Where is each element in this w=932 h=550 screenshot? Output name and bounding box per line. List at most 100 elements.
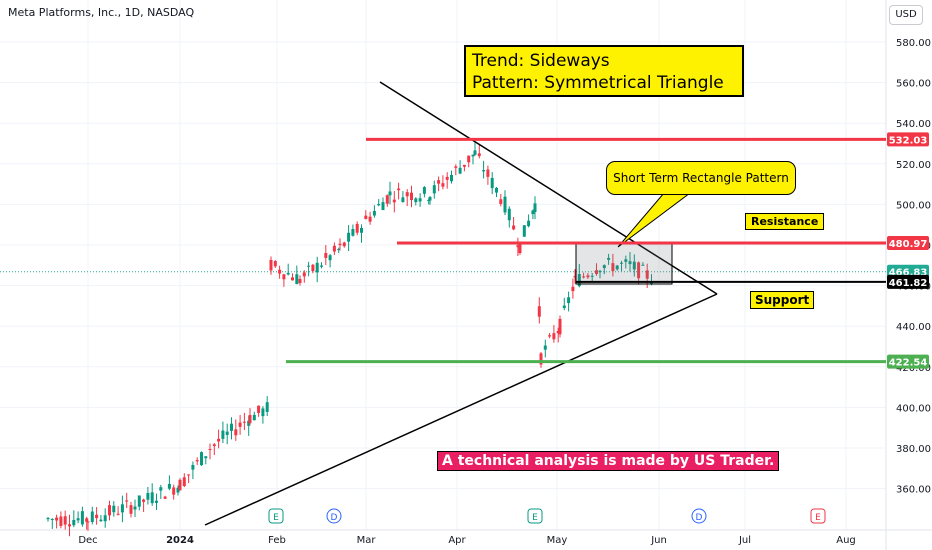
candle-body <box>137 495 141 507</box>
candle-body <box>320 265 323 267</box>
candle-body <box>261 408 265 417</box>
candle-body <box>273 261 277 267</box>
triangle-upper-line <box>379 81 718 295</box>
candle-body <box>418 198 422 202</box>
candle-body <box>582 276 586 278</box>
candle-body <box>302 272 306 277</box>
candle-body <box>86 521 90 523</box>
candle-body <box>230 423 233 431</box>
price-tag <box>887 354 929 369</box>
earnings-marker-icon[interactable] <box>527 508 543 524</box>
candle-body <box>490 177 494 189</box>
rectangle-callout: Short Term Rectangle Pattern <box>606 161 796 195</box>
candle-body <box>405 192 409 197</box>
candle-body <box>637 262 641 279</box>
time-axis-label: Apr <box>448 535 466 546</box>
candle-body <box>63 516 67 525</box>
price-tag-label: 466.83 <box>889 268 928 279</box>
candle-body <box>217 438 221 442</box>
event-marker-label: E <box>815 513 821 523</box>
candle-body <box>611 263 615 272</box>
candle-body <box>311 264 315 272</box>
dividend-marker-icon[interactable] <box>691 508 707 524</box>
candle-body <box>531 210 535 215</box>
candle-body <box>112 505 116 513</box>
candle-body <box>76 518 80 521</box>
candle-body <box>221 430 225 439</box>
candle-body <box>167 483 171 489</box>
candle-body <box>507 208 511 221</box>
candle-body <box>537 306 541 317</box>
candle-body <box>163 496 167 499</box>
candle-body <box>650 282 653 285</box>
candle-body <box>247 420 251 426</box>
candle-body <box>615 265 619 270</box>
candle-body <box>397 188 401 191</box>
event-marker-label: E <box>532 513 538 523</box>
candle-body <box>401 197 405 203</box>
candle-body <box>368 216 372 222</box>
symbol-title: Meta Platforms, Inc., 1D, NASDAQ <box>8 6 195 19</box>
candle-body <box>422 187 426 194</box>
candle-body <box>445 176 449 180</box>
candle-body <box>95 514 99 519</box>
candle-body <box>133 506 137 510</box>
candle-body <box>80 511 84 525</box>
candle-body <box>332 245 336 252</box>
candle-body <box>527 220 531 227</box>
candle-body <box>598 270 602 273</box>
dividend-marker-icon[interactable] <box>326 508 342 524</box>
candle-body <box>450 174 453 182</box>
candle-body <box>533 203 537 213</box>
event-marker-label: D <box>331 513 338 523</box>
candle-body <box>437 180 441 184</box>
candle-body <box>116 513 120 515</box>
currency-button[interactable]: USD <box>889 5 923 25</box>
candle-body <box>414 198 418 203</box>
resistance-label: Resistance <box>745 213 825 230</box>
candle-body <box>620 262 623 264</box>
callout-pointer <box>617 192 692 248</box>
candle-body <box>602 265 606 269</box>
candle-body <box>85 518 89 522</box>
candle-body <box>307 265 311 267</box>
candle-body <box>641 264 645 266</box>
earnings-marker-icon[interactable] <box>268 508 284 524</box>
triangle-lower-line <box>204 293 718 526</box>
price-tick-label: 560.00 <box>896 79 931 90</box>
candle-body <box>278 269 282 274</box>
price-tick-label: 400.00 <box>896 403 931 414</box>
candle-body <box>150 492 154 504</box>
earnings-marker-icon[interactable] <box>810 508 826 524</box>
time-axis-label: May <box>547 535 568 546</box>
time-axis-label: Mar <box>357 535 377 546</box>
candle-body <box>146 492 150 500</box>
candle-body <box>556 330 560 334</box>
candle-body <box>155 500 158 503</box>
time-axis-label: Jun <box>650 535 667 546</box>
candle-body <box>324 253 328 258</box>
candle-body <box>632 261 636 270</box>
price-tick-label: 380.00 <box>896 444 931 455</box>
candle-body <box>108 505 111 516</box>
candle-body <box>238 422 242 427</box>
candle-body <box>571 286 575 292</box>
candle-body <box>50 518 54 520</box>
candle-body <box>518 242 522 253</box>
candle-body <box>385 195 389 204</box>
candle-body <box>191 464 195 470</box>
candle-body <box>351 229 355 236</box>
time-axis-label: Feb <box>268 535 286 546</box>
candle-body <box>364 215 368 219</box>
candle-body <box>441 183 445 187</box>
candle-body <box>295 274 299 284</box>
time-axis-label: 2024 <box>166 535 194 546</box>
candle-body <box>342 242 346 247</box>
candle-body <box>328 255 332 261</box>
candle-body <box>269 259 273 271</box>
candle-body <box>539 353 543 365</box>
trend-note-line2: Pattern: Symmetrical Triangle <box>472 73 724 93</box>
candle-body <box>159 487 163 491</box>
support-label: Support <box>750 291 815 309</box>
